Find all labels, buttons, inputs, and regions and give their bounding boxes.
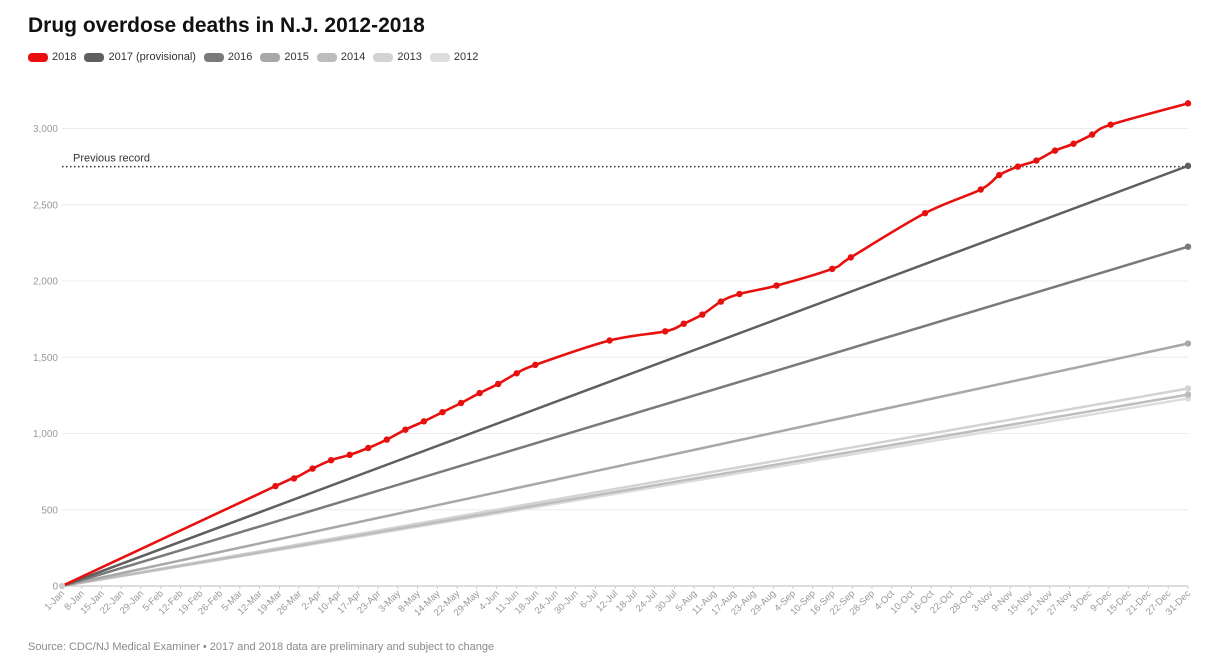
legend-swatch: [316, 52, 337, 62]
data-point-2018: [327, 456, 335, 464]
previous-record-label: Previous record: [73, 153, 150, 165]
y-tick-label: 1,500: [33, 353, 58, 364]
data-point-2018: [309, 465, 316, 472]
data-point-2018: [996, 171, 1003, 179]
data-point-2018: [1051, 147, 1059, 154]
legend-label: 2016: [227, 51, 253, 63]
series-line-2014: [60, 393, 1190, 588]
data-point-2018: [494, 380, 502, 388]
data-point-2018: [346, 451, 353, 459]
legend-label: 2018: [52, 51, 77, 63]
data-point-2018: [606, 337, 613, 344]
legend-label: 2017 (provisional): [108, 51, 196, 63]
series-line-2015: [60, 342, 1190, 588]
data-point-2018: [717, 298, 725, 305]
legend-item: 2014: [316, 51, 366, 63]
endpoint-2017-provisional: [1184, 162, 1192, 170]
data-point-2018: [1184, 100, 1192, 107]
data-point-2018: [847, 254, 855, 261]
data-point-2018: [532, 361, 539, 369]
data-point-2018: [290, 475, 298, 482]
y-tick-label: 2,000: [33, 277, 58, 288]
x-tick-label: 30-Jul: [653, 588, 679, 614]
data-point-2018: [829, 265, 836, 272]
data-point-2018: [1014, 163, 1022, 170]
legend-item: 2015: [260, 51, 309, 63]
legend-label: 2015: [284, 51, 309, 63]
y-tick-label: 0: [52, 582, 58, 593]
x-tick-label: 24-Jul: [634, 588, 660, 614]
data-point-2018: [1070, 140, 1077, 147]
data-point-2018: [383, 436, 391, 443]
data-point-2018: [439, 408, 446, 416]
data-point-2018: [977, 186, 984, 193]
endpoint-2016: [1184, 243, 1192, 250]
endpoint-2013: [1184, 385, 1192, 392]
legend-item: 2016: [203, 51, 253, 63]
chart-svg: 05001,0001,5002,0002,5003,0001-Jan8-Jan1…: [33, 100, 1193, 619]
data-point-2018: [365, 444, 372, 452]
legend-swatch: [429, 52, 450, 62]
data-point-2018: [1107, 121, 1114, 128]
data-point-2018: [420, 418, 428, 425]
source-note: Source: CDC/NJ Medical Examiner • 2017 a…: [28, 641, 495, 653]
legend-label: 2014: [340, 51, 366, 63]
y-tick-label: 3,000: [33, 124, 58, 135]
legend-swatch: [260, 52, 281, 62]
data-point-2018: [402, 426, 409, 433]
data-point-2018: [699, 311, 706, 318]
x-tick-label: 1-Jan: [43, 588, 68, 613]
data-point-2018: [272, 482, 279, 490]
data-point-2018: [1088, 131, 1096, 138]
data-point-2018: [457, 399, 465, 407]
data-point-2018: [476, 389, 483, 397]
origin-point: [58, 582, 66, 590]
series-line-2017-provisional: [60, 164, 1190, 588]
x-tick-label: 3-Nov: [970, 588, 996, 614]
y-tick-label: 500: [41, 505, 58, 516]
series-line-2018: [60, 102, 1190, 588]
data-point-2018: [921, 209, 929, 217]
legend-swatch: [203, 52, 224, 62]
endpoint-2015: [1184, 340, 1192, 347]
legend-item: 2018: [28, 51, 76, 63]
legend-swatch: [28, 52, 48, 62]
legend-swatch: [373, 52, 394, 62]
data-point-2018: [1033, 157, 1040, 164]
data-point-2018: [680, 320, 687, 327]
legend-item: 2013: [373, 51, 422, 63]
data-point-2018: [736, 290, 743, 298]
legend-label: 2012: [453, 51, 479, 63]
y-tick-label: 2,500: [33, 200, 58, 211]
x-tick-label: 12-Jul: [594, 588, 620, 614]
legend-swatch: [84, 52, 105, 62]
endpoint-2014: [1184, 391, 1192, 398]
data-point-2018: [662, 328, 669, 335]
legend: 2018 2017 (provisional) 2016 2015 2014 2013 20…: [28, 51, 486, 63]
chart-title: Drug overdose deaths in N.J. 2012-2018: [28, 14, 425, 37]
data-point-2018: [773, 282, 780, 289]
y-tick-label: 1,000: [33, 429, 58, 440]
data-point-2018: [513, 370, 520, 377]
legend-item: 2017 (provisional): [84, 51, 196, 63]
series-line-2016: [60, 245, 1190, 588]
x-tick-label: 3-Dec: [1069, 588, 1095, 614]
legend-item: 2012: [429, 51, 479, 63]
legend-label: 2013: [397, 51, 422, 63]
x-tick-label: 18-Jul: [614, 588, 640, 614]
